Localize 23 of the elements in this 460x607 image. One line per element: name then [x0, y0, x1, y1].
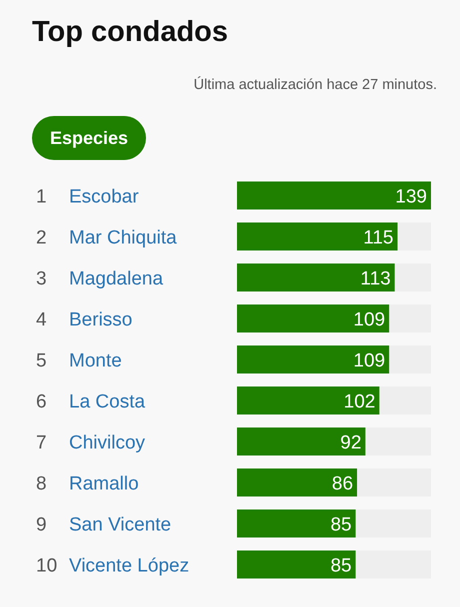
data-label: 85 [330, 514, 352, 536]
data-label: 86 [332, 473, 354, 494]
text: Especies [32, 116, 146, 160]
y-tick-label: 4 Berisso [36, 310, 132, 330]
y-tick-label: 2 Mar Chiquita [36, 228, 178, 248]
chart-subtitle: Última actualización hace 27 minutos. [194, 77, 437, 93]
y-tick-label: 5 Monte [36, 350, 122, 372]
y-tick-label: 8 Ramallo [36, 474, 139, 494]
y-tick-label: 7 Chivilcoy [36, 432, 146, 454]
data-label: 92 [340, 432, 362, 454]
y-tick-label: 1 Escobar [36, 186, 140, 208]
y-tick-label: 9 San Vicente [36, 514, 172, 536]
y-tick-label: 10 Vicente López [36, 556, 190, 576]
data-label: 113 [360, 268, 391, 290]
data-label: 109 [353, 350, 386, 372]
y-tick-label: 6 La Costa [36, 392, 146, 412]
chart-title: Top condados [32, 16, 228, 49]
data-label: 139 [395, 186, 427, 208]
data-label: 85 [330, 555, 352, 576]
y-tick-label: 3 Magdalena [36, 268, 164, 290]
data-label: 115 [363, 227, 394, 248]
data-label: 109 [353, 309, 386, 330]
data-label: 102 [344, 391, 376, 412]
